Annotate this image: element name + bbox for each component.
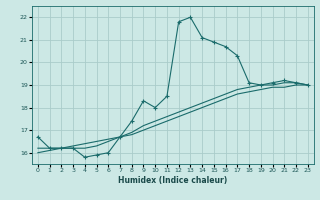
X-axis label: Humidex (Indice chaleur): Humidex (Indice chaleur) [118,176,228,185]
